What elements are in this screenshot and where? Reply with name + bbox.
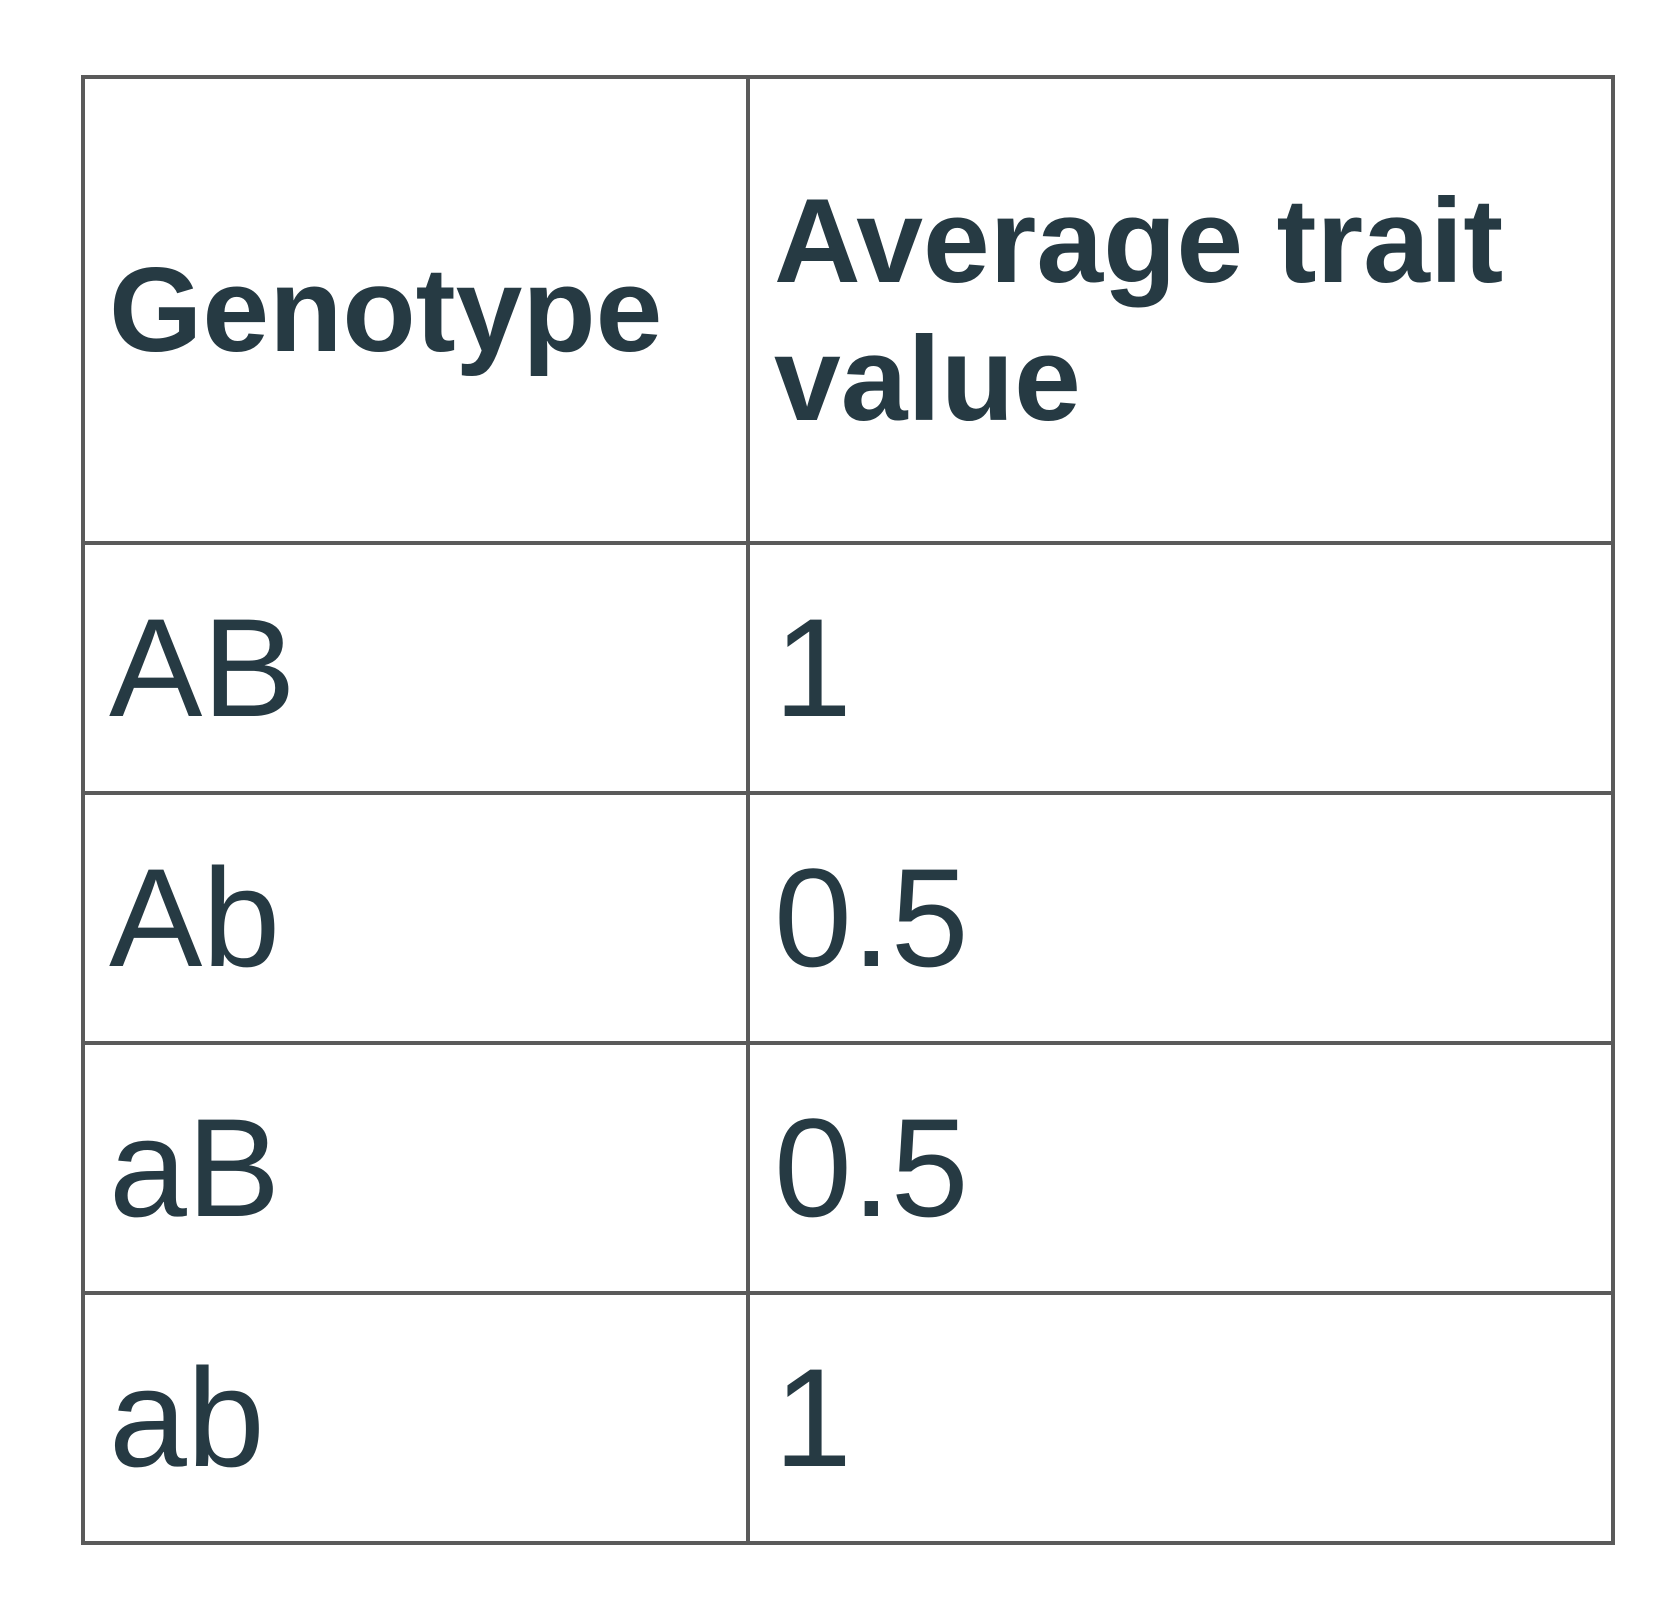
table-row: aB 0.5 bbox=[81, 1041, 1615, 1295]
genotype-cell: AB bbox=[81, 541, 750, 795]
table-body: AB 1 Ab 0.5 aB 0.5 ab 1 bbox=[81, 541, 1615, 1545]
table-row: Ab 0.5 bbox=[81, 791, 1615, 1045]
table-row: AB 1 bbox=[81, 541, 1615, 795]
value-cell: 0.5 bbox=[746, 1041, 1615, 1295]
header-row: Genotype Average trait value bbox=[81, 75, 1615, 545]
value-cell: 1 bbox=[746, 1291, 1615, 1545]
genotype-cell: aB bbox=[81, 1041, 750, 1295]
header-cell: Average trait value bbox=[746, 75, 1615, 545]
table-row: ab 1 bbox=[81, 1291, 1615, 1545]
value-cell: 1 bbox=[746, 541, 1615, 795]
genotype-cell: Ab bbox=[81, 791, 750, 1045]
genotype-cell: ab bbox=[81, 1291, 750, 1545]
value-cell: 0.5 bbox=[746, 791, 1615, 1045]
table: Genotype Average trait value AB 1 Ab 0.5 aB 0… bbox=[81, 75, 1615, 1545]
header-cell: Genotype bbox=[81, 75, 750, 545]
